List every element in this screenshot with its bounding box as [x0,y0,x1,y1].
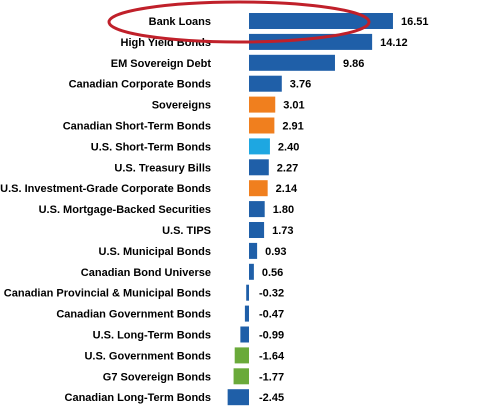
value-label: -1.64 [259,350,285,362]
category-label: Canadian Short-Term Bonds [63,121,211,133]
value-label: 3.76 [290,79,311,91]
category-label: U.S. Treasury Bills [114,162,211,174]
value-label: 2.91 [282,121,303,133]
annotation-layer [107,0,371,44]
category-label: U.S. Mortgage-Backed Securities [39,204,211,216]
bar-canadian-corporate-bonds [249,75,282,92]
category-label: Canadian Corporate Bonds [69,79,211,91]
bar-high-yield-bonds [249,33,373,50]
bar-u-s-short-term-bonds [249,138,270,155]
value-label: -1.77 [259,371,284,383]
value-label: 9.86 [343,58,364,70]
bar-sovereigns [249,96,276,113]
value-label: -0.47 [259,309,284,321]
value-label: 0.93 [265,246,286,258]
category-label: Canadian Provincial & Municipal Bonds [4,288,211,300]
category-label: U.S. Investment-Grade Corporate Bonds [0,183,211,195]
value-label: 0.56 [262,267,283,279]
bar-canadian-bond-universe [249,263,254,280]
category-label: G7 Sovereign Bonds [103,371,211,383]
value-label: 16.51 [401,16,429,28]
category-label: U.S. Long-Term Bonds [93,330,211,342]
bar-bank-loans [249,13,393,29]
bar-canadian-long-term-bonds [227,389,249,406]
category-label: U.S. Short-Term Bonds [91,141,211,153]
bar-canadian-short-term-bonds [249,117,275,134]
category-label: Canadian Bond Universe [81,267,211,279]
category-label: Bank Loans [149,16,211,28]
value-label: -2.45 [259,392,284,404]
bar-u-s-investment-grade-corporate-bonds [249,180,268,197]
category-label: EM Sovereign Debt [111,58,212,70]
highlight-ellipse [107,0,371,44]
value-label: 14.12 [380,37,408,49]
bars-layer [227,13,393,406]
bar-u-s-tips [249,222,265,238]
bar-canadian-provincial-and-municipal-bonds [246,284,249,301]
bar-em-sovereign-debt [249,54,335,71]
bar-u-s-mortgage-backed-securities [249,201,265,218]
value-label: 2.27 [277,162,298,174]
category-label: U.S. Government Bonds [84,350,211,362]
bar-u-s-treasury-bills [249,159,269,176]
bar-g7-sovereign-bonds [233,368,249,385]
bar-u-s-long-term-bonds [240,326,249,343]
value-label: 2.14 [276,183,298,195]
category-label: U.S. Municipal Bonds [99,246,211,258]
value-label: 1.73 [272,225,293,237]
value-label: -0.32 [259,288,284,300]
bar-u-s-municipal-bonds [249,242,258,259]
category-label: U.S. TIPS [162,225,211,237]
category-label: Sovereigns [152,100,211,112]
value-label: -0.99 [259,330,284,342]
category-label: Canadian Government Bonds [56,309,211,321]
category-label: Canadian Long-Term Bonds [65,392,211,404]
value-label: 2.40 [278,141,299,153]
value-label: 3.01 [283,100,304,112]
bar-u-s-government-bonds [234,347,249,364]
value-label: 1.80 [273,204,294,216]
bar-canadian-government-bonds [244,305,249,322]
